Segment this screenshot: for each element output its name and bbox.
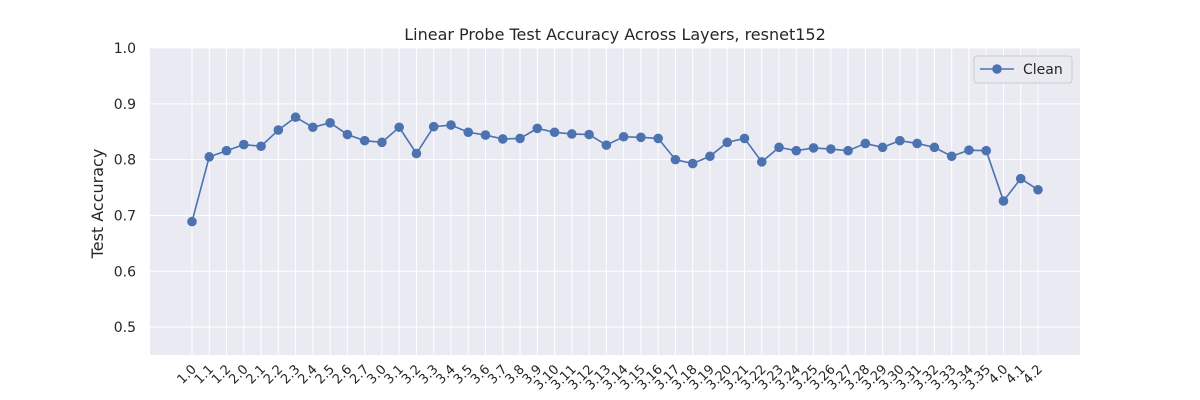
- y-tick-label: 0.9: [114, 97, 136, 113]
- data-point: [687, 158, 698, 169]
- data-point: [912, 138, 922, 149]
- data-point: [946, 151, 957, 162]
- data-point: [428, 121, 439, 132]
- data-point: [964, 145, 974, 155]
- data-point: [877, 142, 888, 153]
- data-point: [204, 152, 215, 162]
- plot-area: [150, 48, 1080, 355]
- y-axis-label: Test Accuracy: [88, 149, 107, 260]
- data-point: [463, 127, 474, 138]
- data-point: [791, 145, 802, 156]
- y-tick-label: 0.8: [114, 153, 136, 169]
- chart-title: Linear Probe Test Accuracy Across Layers…: [404, 25, 826, 44]
- data-point: [377, 137, 387, 148]
- data-point: [705, 151, 715, 162]
- data-point: [739, 133, 750, 144]
- data-point: [238, 139, 249, 150]
- data-point: [808, 143, 819, 153]
- data-point: [774, 142, 784, 153]
- data-point: [981, 145, 992, 156]
- y-tick-label: 0.7: [114, 208, 136, 224]
- grid: [150, 47, 1080, 355]
- data-point: [480, 130, 491, 140]
- data-point: [549, 127, 560, 138]
- y-tick-labels: 0.5 0.6 0.7 0.8 0.9 1.0: [114, 41, 136, 336]
- data-point: [187, 216, 197, 227]
- data-point: [325, 117, 335, 128]
- y-tick-label: 0.5: [114, 320, 136, 336]
- data-point: [601, 140, 612, 150]
- legend-box: [973, 55, 1073, 84]
- data-point: [532, 123, 543, 134]
- y-tick-label: 1.0: [114, 41, 136, 57]
- data-point: [653, 133, 663, 144]
- data-point: [722, 137, 733, 148]
- data-point: [290, 112, 301, 123]
- legend-marker: [992, 64, 1002, 74]
- data-point: [826, 144, 836, 154]
- data-point: [929, 142, 940, 153]
- data-point: [584, 129, 594, 140]
- x-tick-label: 4.2: [1021, 362, 1046, 387]
- series-layer: [187, 112, 1043, 227]
- data-point: [411, 148, 422, 159]
- data-point: [860, 138, 871, 149]
- data-point: [670, 154, 681, 165]
- data-point: [394, 122, 404, 133]
- data-point: [273, 125, 284, 135]
- legend: Clean: [973, 55, 1073, 84]
- data-point: [1015, 173, 1026, 184]
- data-point: [497, 134, 508, 144]
- data-point: [221, 145, 232, 156]
- data-point: [342, 129, 353, 140]
- x-tick-labels: 1.01.11.22.02.12.22.32.42.52.62.73.03.13…: [175, 362, 1046, 393]
- data-point: [843, 145, 853, 156]
- legend-label: Clean: [1023, 62, 1063, 78]
- data-point: [1033, 184, 1043, 195]
- data-point: [256, 141, 266, 152]
- data-point: [618, 131, 629, 142]
- data-point: [567, 129, 577, 139]
- data-point: [998, 196, 1009, 206]
- data-point: [446, 120, 456, 130]
- data-point: [895, 135, 905, 146]
- data-point: [636, 132, 646, 143]
- data-point: [756, 157, 767, 167]
- data-point: [515, 133, 525, 144]
- data-point: [359, 135, 370, 146]
- y-tick-label: 0.6: [114, 264, 136, 280]
- data-point: [308, 122, 318, 133]
